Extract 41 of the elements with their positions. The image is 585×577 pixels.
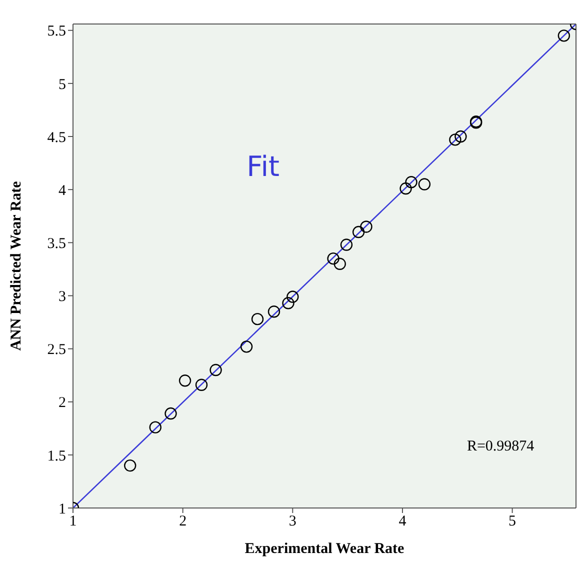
y-tick-label: 5 xyxy=(58,76,66,93)
y-tick-label: 4.5 xyxy=(47,130,66,146)
y-tick-label: 5.5 xyxy=(47,24,66,40)
point xyxy=(210,364,222,376)
point xyxy=(251,312,264,326)
point xyxy=(327,252,340,265)
x-tick-label: 1 xyxy=(69,514,77,530)
x-axis-title: Experimental Wear Rate xyxy=(244,541,405,557)
y-tick-label: 1 xyxy=(58,501,66,518)
point xyxy=(286,290,299,303)
y-tick-label: 2 xyxy=(58,395,66,412)
y-tick-label: 3.5 xyxy=(47,236,66,252)
point xyxy=(149,421,162,434)
y-tick-label: 3 xyxy=(58,289,66,306)
x-tick-label: 2 xyxy=(179,514,187,530)
x-tick-label: 4 xyxy=(398,514,407,530)
point xyxy=(405,176,418,188)
x-tick-label: 3 xyxy=(288,514,296,530)
point xyxy=(352,226,365,238)
point xyxy=(195,378,208,391)
point xyxy=(268,306,280,318)
point xyxy=(178,374,192,387)
x-tick-label: 5 xyxy=(508,514,516,530)
point xyxy=(240,340,253,353)
y-tick-label: 2.5 xyxy=(47,342,66,358)
point xyxy=(334,258,346,270)
y-tick-label: 4 xyxy=(58,182,66,199)
annotation: R=0.99874 xyxy=(466,438,535,454)
point xyxy=(124,459,136,472)
point xyxy=(282,297,294,310)
point xyxy=(454,130,467,143)
point xyxy=(400,182,412,195)
point xyxy=(558,30,570,42)
point xyxy=(418,178,431,190)
text: Fit xyxy=(246,150,280,183)
point xyxy=(164,407,177,420)
y-tick-label: 1.5 xyxy=(47,448,66,464)
point xyxy=(360,220,372,233)
point xyxy=(449,134,462,146)
point xyxy=(340,238,353,251)
y-axis-title: ANN Predicted Wear Rate xyxy=(8,180,24,351)
